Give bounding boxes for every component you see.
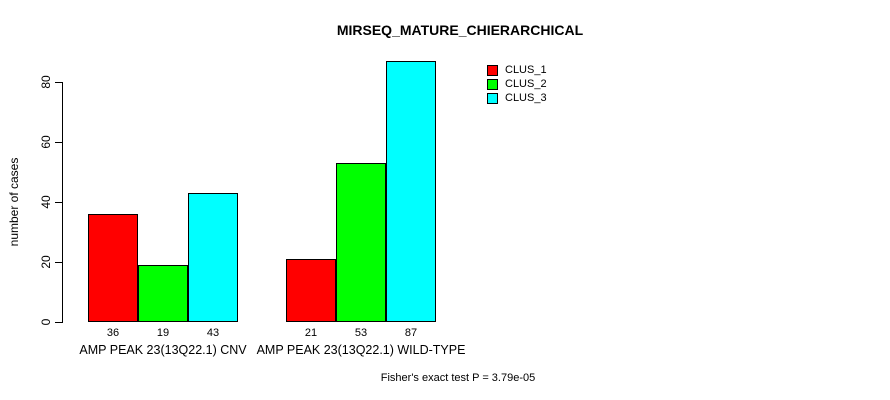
bar-clus_1-group1: [88, 214, 138, 322]
y-tick-mark: [55, 202, 62, 203]
y-tick-label: 0: [39, 318, 53, 326]
fisher-test-annotation: Fisher's exact test P = 3.79e-05: [380, 372, 536, 384]
bar-value-label: 36: [106, 327, 120, 339]
y-tick-mark: [55, 82, 62, 83]
bar-clus_3-group2: [386, 61, 436, 322]
y-tick-label: 60: [39, 135, 53, 149]
legend: CLUS_1 CLUS_2 CLUS_3: [487, 63, 547, 105]
bar-value-label: 53: [354, 327, 368, 339]
x-category-label: AMP PEAK 23(13Q22.1) WILD-TYPE: [256, 343, 466, 357]
y-axis-label: number of cases: [7, 157, 21, 247]
y-tick-mark: [55, 142, 62, 143]
bar-clus_3-group1: [188, 193, 238, 322]
y-axis-line: [62, 82, 63, 323]
bar-clus_2-group1: [138, 265, 188, 322]
bar-value-label: 21: [304, 327, 318, 339]
legend-item-clus_1: CLUS_1: [487, 63, 547, 77]
bar-clus_1-group2: [286, 259, 336, 322]
legend-item-clus_3: CLUS_3: [487, 91, 547, 105]
legend-label: CLUS_3: [505, 91, 547, 104]
legend-label: CLUS_1: [505, 63, 547, 76]
x-category-label: AMP PEAK 23(13Q22.1) CNV: [79, 343, 247, 357]
y-tick-mark: [55, 262, 62, 263]
legend-swatch-clus_1: [487, 64, 498, 76]
y-tick-label: 40: [39, 195, 53, 209]
y-tick-label: 80: [39, 75, 53, 89]
bar-value-label: 19: [156, 327, 170, 339]
chart-title: MIRSEQ_MATURE_CHIERARCHICAL: [336, 22, 584, 38]
legend-item-clus_2: CLUS_2: [487, 77, 547, 91]
bar-value-label: 87: [404, 327, 418, 339]
y-tick-mark: [55, 322, 62, 323]
legend-swatch-clus_2: [487, 78, 498, 90]
bar-value-label: 43: [206, 327, 220, 339]
bar-clus_2-group2: [336, 163, 386, 322]
legend-swatch-clus_3: [487, 92, 498, 104]
legend-label: CLUS_2: [505, 77, 547, 90]
y-tick-label: 20: [39, 255, 53, 269]
